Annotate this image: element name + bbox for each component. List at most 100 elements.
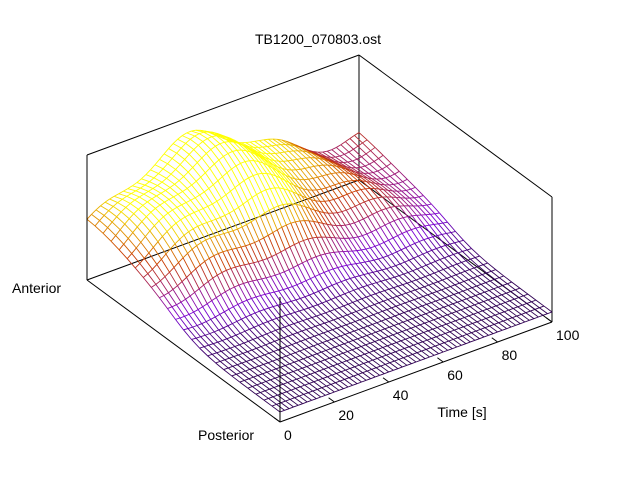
mesh-line [272,164,282,174]
mesh-line [499,311,505,314]
mesh-line [367,177,376,184]
mesh-line [354,364,360,368]
mesh-line [194,194,200,199]
mesh-line [244,378,250,381]
mesh-line [439,306,444,310]
mesh-line [312,304,318,307]
mesh-line [288,406,294,410]
mesh-line [161,181,171,188]
mesh-line [261,335,271,344]
mesh-line [324,322,333,331]
mesh-line [315,200,324,213]
mesh-line [486,272,495,280]
mesh-line [259,356,269,364]
mesh-line [458,241,468,251]
mesh-line [125,207,135,215]
mesh-line [172,143,182,149]
mesh-line [242,351,248,354]
mesh-line [306,260,316,277]
mesh-line [215,219,225,234]
mesh-line [281,303,291,315]
mesh-line [350,357,356,360]
mesh-line [351,167,360,174]
mesh-line [435,298,441,302]
mesh-line [308,220,314,222]
mesh-line [190,268,196,274]
mesh-line [177,281,183,287]
mesh-line [184,214,190,218]
mesh-line [176,204,182,208]
mesh-line [491,269,496,272]
mesh-line [233,354,239,358]
mesh-line [305,157,315,167]
mesh-line [191,184,201,196]
mesh-line [378,258,387,269]
mesh-line [421,305,431,313]
mesh-line [336,144,342,148]
mesh-line [198,210,208,223]
mesh-line [379,242,385,245]
mesh-line [208,344,218,354]
mesh-line [180,216,186,221]
mesh-line [156,195,165,203]
mesh-line [343,238,353,252]
mesh-line [243,283,252,299]
mesh-line [427,328,433,332]
mesh-line [287,160,297,171]
mesh-line [223,153,229,157]
mesh-line [422,251,428,255]
mesh-line [135,241,142,249]
mesh-line [287,189,297,205]
mesh-line [200,172,206,178]
mesh-line [253,326,263,337]
mesh-line [158,173,167,179]
mesh-line [427,294,437,302]
mesh-line [305,206,314,222]
mesh-line [451,311,457,314]
mesh-line [240,330,246,334]
mesh-line [321,302,331,312]
mesh-line [244,263,250,266]
mesh-line [405,338,414,346]
mesh-line [216,352,226,361]
mesh-line [427,237,437,249]
mesh-line [207,355,216,364]
mesh-line [367,368,372,372]
mesh-line [464,315,470,318]
mesh-line [293,244,303,264]
mesh-line [376,320,382,324]
mesh-line [324,253,334,270]
mesh-line [379,291,389,300]
mesh-line [140,187,149,192]
mesh-line [311,189,321,202]
mesh-line [232,306,242,320]
mesh-line [262,146,272,155]
mesh-line [349,278,359,289]
mesh-line [282,345,288,349]
mesh-line [196,162,206,174]
mesh-line [319,274,328,288]
mesh-line [220,359,225,362]
mesh-line [483,301,492,308]
mesh-line [119,229,129,239]
mesh-line [218,135,224,139]
mesh-line [350,205,356,209]
mesh-line [517,304,523,308]
mesh-line [176,152,185,160]
mesh-line [362,285,368,288]
mesh-line [291,344,301,352]
mesh-line [361,248,366,251]
mesh-line [258,161,268,174]
mesh-line [273,291,283,305]
mesh-line [450,232,460,242]
mesh-line [412,308,422,316]
mesh-line [310,372,315,375]
mesh-line [256,278,262,281]
mesh-line [275,152,280,154]
mesh-line [220,291,226,295]
mesh-line [485,280,491,284]
mesh-line [270,377,276,381]
mesh-line [423,330,429,333]
mesh-line [464,317,473,324]
mesh-line [245,150,255,162]
